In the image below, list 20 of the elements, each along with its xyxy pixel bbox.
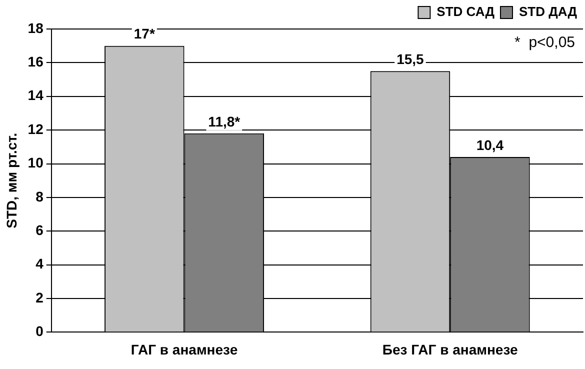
legend-label: STD САД [436,4,496,20]
y-tick-label: 18 [28,20,44,36]
y-tick-label: 10 [28,154,44,171]
y-tick-label: 16 [28,54,44,70]
x-tick-label: Без ГАГ в анамнезе [382,341,518,358]
x-tick-label: ГАГ в анамнезе [130,341,238,358]
y-tick-label: 0 [36,323,44,340]
y-axis-title: STD, мм рт.ст. [3,132,20,228]
y-tick-label: 6 [36,222,44,238]
data-label: 11,8* [208,113,241,130]
annotation: * p<0,05 [514,34,575,52]
data-label: 10,4 [476,136,504,153]
y-tick-label: 12 [28,120,44,137]
y-tick-label: 2 [36,289,44,306]
data-label: 17* [134,26,156,42]
y-tick-label: 8 [36,188,44,204]
data-label: 15,5 [396,50,424,67]
y-tick-label: 14 [28,87,44,104]
legend-label: STD ДАД [518,4,578,20]
y-tick-label: 4 [36,256,44,272]
